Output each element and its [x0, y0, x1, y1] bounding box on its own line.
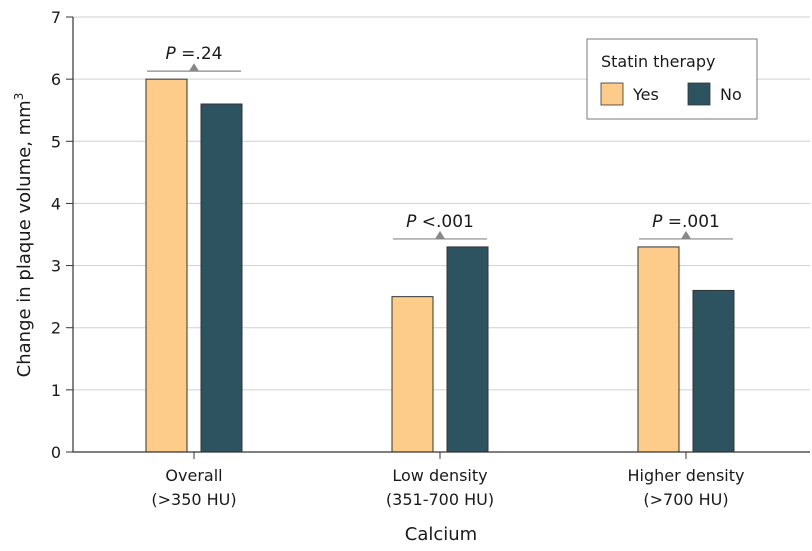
y-axis-title: Change in plaque volume, mm3: [12, 93, 35, 378]
legend-label-yes: Yes: [632, 85, 659, 104]
p-value-label: P <.001: [406, 212, 474, 232]
x-categories: Overall (>350 HU) Low density (351-700 HU) H…: [151, 466, 744, 509]
p-value-italic: P: [406, 212, 417, 232]
legend-label-no: No: [720, 85, 742, 104]
p-value-arrow: [435, 230, 445, 239]
p-value-italic: P: [652, 212, 663, 232]
bar-yes: [391, 296, 434, 453]
p-value-text: =.001: [662, 212, 720, 232]
y-tick-label: 0: [51, 443, 61, 462]
y-tick-label: 6: [51, 70, 61, 89]
bar-yes: [637, 246, 680, 453]
legend: Statin therapy Yes No: [586, 38, 758, 120]
y-tick-label: 1: [51, 381, 61, 400]
bar-no: [692, 289, 735, 453]
p-value-arrow: [681, 230, 691, 239]
category-label-line2: (>700 HU): [643, 490, 728, 509]
p-value-label: P =.001: [652, 212, 720, 232]
legend-swatch-yes: [600, 82, 624, 106]
legend-swatch-no: [687, 82, 711, 106]
y-tick-label: 7: [51, 8, 61, 27]
grid-lines: [73, 16, 810, 391]
bar-no: [446, 246, 489, 453]
legend-box: [586, 38, 758, 120]
category-label-line1: Overall: [165, 466, 222, 485]
y-tick-label: 2: [51, 319, 61, 338]
p-value-annotations: P =.24P <.001 P =.001: [147, 44, 733, 240]
category-label-line2: (351-700 HU): [386, 490, 494, 509]
y-tick-label: 4: [51, 194, 61, 213]
category-label-line2: (>350 HU): [151, 490, 236, 509]
x-axis-title: Calcium: [405, 524, 477, 545]
p-value-label: P =.24: [166, 44, 223, 64]
y-axis-title-superscript: 3: [12, 93, 26, 101]
category-label-line1: Low density: [392, 466, 487, 485]
p-value-italic: P: [166, 44, 177, 64]
bar-no: [200, 103, 243, 453]
bars: [145, 78, 735, 453]
p-value-text: =.24: [176, 44, 223, 64]
legend-title: Statin therapy: [601, 52, 715, 71]
bar-yes: [145, 78, 188, 453]
axes: [72, 17, 810, 459]
p-value-arrow: [189, 63, 199, 72]
y-tick-label: 3: [51, 257, 61, 276]
category-label-line1: Higher density: [628, 466, 745, 485]
y-axis-title-text: Change in plaque volume, mm: [14, 100, 35, 377]
y-ticks: 0 1 2 3 4 5 6 7: [51, 8, 73, 462]
y-tick-label: 5: [51, 132, 61, 151]
p-value-text: <.001: [416, 212, 474, 232]
